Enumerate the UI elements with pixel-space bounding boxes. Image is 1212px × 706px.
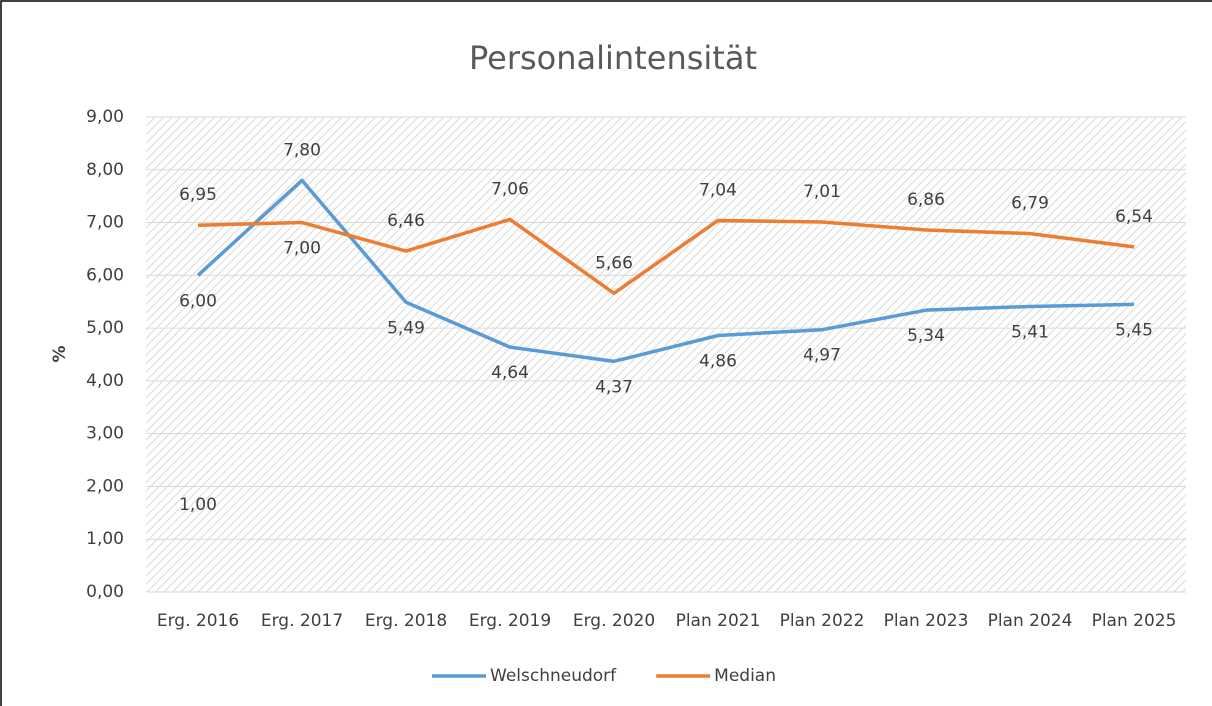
line [196,178,1135,364]
y-axis-label: % [50,345,70,362]
legend-label: Median [714,666,776,686]
x-tick-label: Plan 2022 [780,611,865,631]
y-tick-label: 1,00 [86,529,124,549]
chart-title: Personalintensität [469,39,757,77]
plot-area [146,117,1186,592]
data-label: 7,00 [283,239,321,259]
y-tick-label: 3,00 [86,424,124,444]
annotation: 1,00 [179,495,217,515]
x-tick-label: Plan 2025 [1092,611,1177,631]
data-label: 4,86 [699,352,737,372]
y-tick-label: 7,00 [86,213,124,233]
data-label: 6,00 [179,291,217,311]
data-label: 4,97 [803,346,841,366]
data-label: 6,54 [1115,207,1153,227]
y-tick-label: 4,00 [86,371,124,391]
x-tick-label: Erg. 2016 [157,611,239,631]
y-tick-label: 9,00 [86,107,124,127]
data-label: 5,49 [387,318,425,338]
data-label: 6,79 [1011,194,1049,214]
y-tick-label: 0,00 [86,582,124,602]
data-label: 5,45 [1115,320,1153,340]
data-label: 7,01 [803,182,841,202]
x-tick-label: Plan 2021 [676,611,761,631]
line [197,217,1135,296]
y-tick-label: 2,00 [86,476,124,496]
y-tick-label: 5,00 [86,318,124,338]
x-tick-label: Erg. 2019 [469,611,551,631]
data-label: 5,34 [907,326,945,346]
y-tick-label: 8,00 [86,160,124,180]
data-label: 7,06 [491,179,529,199]
data-label: 5,66 [595,253,633,273]
x-tick-label: Erg. 2020 [573,611,655,631]
x-tick-label: Plan 2023 [884,611,969,631]
y-tick-label: 6,00 [86,265,124,285]
x-tick-label: Plan 2024 [988,611,1073,631]
x-tick-label: Erg. 2017 [261,611,343,631]
data-label: 5,41 [1011,322,1049,342]
data-label: 6,95 [179,185,217,205]
data-label: 4,64 [491,363,529,383]
data-label: 6,86 [907,190,945,210]
data-label: 4,37 [595,377,633,397]
x-tick-label: Erg. 2018 [365,611,447,631]
data-label: 7,04 [699,180,737,200]
data-label: 7,80 [283,140,321,160]
data-label: 6,46 [387,211,425,231]
legend-label: Welschneudorf [490,666,617,686]
